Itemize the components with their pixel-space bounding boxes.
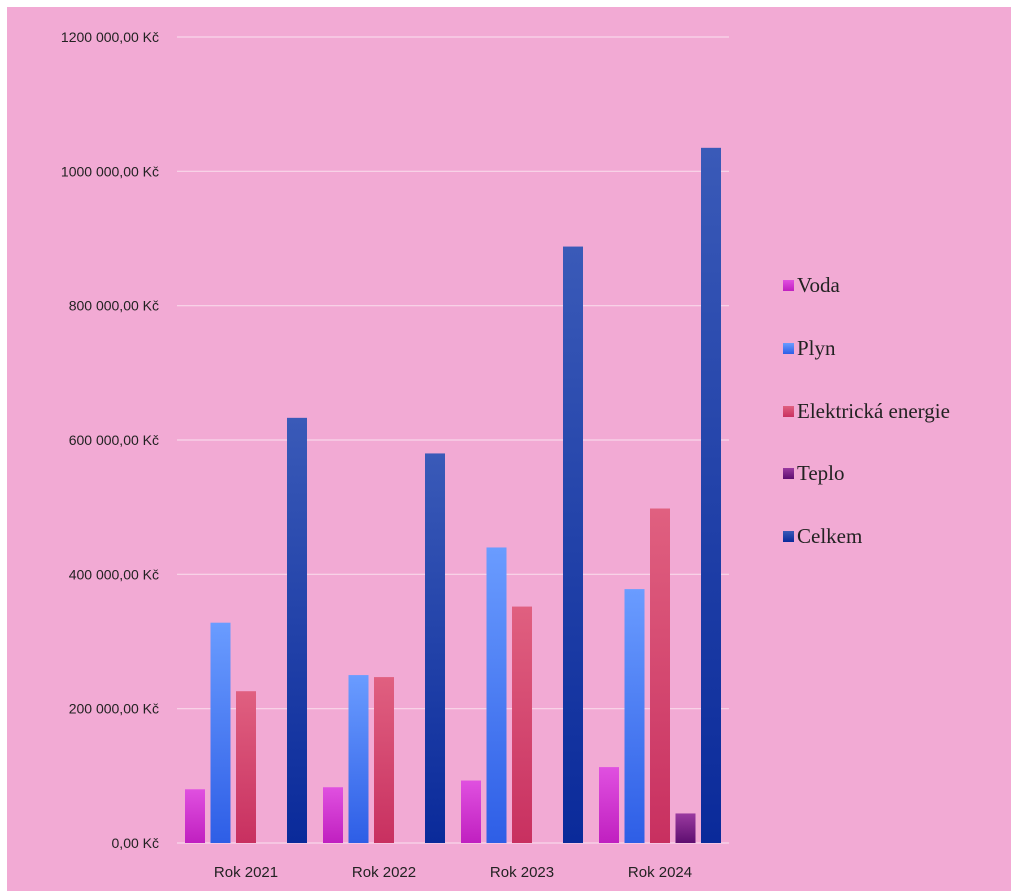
bar-plyn: [486, 547, 507, 843]
legend-label: Celkem: [797, 524, 863, 549]
x-category-label: Rok 2024: [628, 864, 692, 881]
bars: [185, 147, 721, 843]
legend-label: Plyn: [797, 335, 836, 360]
bar-plyn: [210, 622, 231, 843]
legend: Voda Plyn Elektrická energie Teplo Celke…: [783, 271, 950, 585]
legend-item: Plyn: [783, 334, 950, 363]
bar-plyn: [624, 589, 645, 843]
bar-celkem: [563, 246, 583, 843]
legend-swatch: [783, 280, 794, 291]
bar-voda: [323, 787, 343, 843]
y-tick-label: 800 000,00 Kč: [69, 298, 159, 314]
y-tick-label: 400 000,00 Kč: [69, 566, 159, 582]
bar-elektrick-energie: [374, 677, 394, 843]
legend-swatch: [783, 342, 794, 354]
bar-celkem: [287, 417, 307, 843]
bar-voda: [185, 789, 205, 843]
bar-chart: 0,00 Kč 200 000,00 Kč 400 000,00 Kč 600 000…: [61, 29, 729, 881]
gridlines: [177, 36, 729, 844]
bar-elektrick-energie: [236, 691, 256, 843]
legend-item: Voda: [783, 271, 950, 300]
bar-celkem: [701, 147, 721, 843]
bar-plyn: [348, 675, 369, 843]
legend-item: Elektrická energie: [783, 397, 950, 426]
y-tick-label: 1000 000,00 Kč: [61, 163, 159, 179]
x-category-label: Rok 2023: [490, 864, 554, 881]
y-tick-label: 200 000,00 Kč: [69, 701, 159, 717]
x-category-label: Rok 2022: [352, 864, 416, 881]
y-tick-label: 0,00 Kč: [112, 835, 159, 851]
y-tick-label: 600 000,00 Kč: [69, 432, 159, 448]
x-category-label: Rok 2021: [214, 864, 278, 881]
legend-item: Celkem: [783, 522, 950, 551]
legend-swatch: [783, 405, 794, 417]
legend-label: Elektrická energie: [797, 398, 950, 423]
y-tick-label: 1200 000,00 Kč: [61, 29, 159, 45]
bar-celkem: [425, 453, 445, 843]
chart-area: 0,00 Kč 200 000,00 Kč 400 000,00 Kč 600 000…: [7, 7, 1011, 891]
legend-swatch: [783, 531, 794, 543]
bar-voda: [599, 767, 619, 843]
x-axis-category-labels: Rok 2021 Rok 2022 Rok 2023 Rok 2024: [214, 864, 692, 881]
y-axis-tick-labels: 0,00 Kč 200 000,00 Kč 400 000,00 Kč 600 000…: [61, 29, 159, 851]
legend-label: Teplo: [797, 461, 845, 486]
legend-swatch: [783, 468, 794, 480]
bar-teplo: [675, 813, 696, 843]
bar-elektrick-energie: [512, 606, 532, 843]
bar-elektrick-energie: [650, 508, 670, 843]
legend-item: Teplo: [783, 459, 950, 488]
legend-label: Voda: [797, 273, 840, 297]
bar-voda: [461, 780, 481, 843]
